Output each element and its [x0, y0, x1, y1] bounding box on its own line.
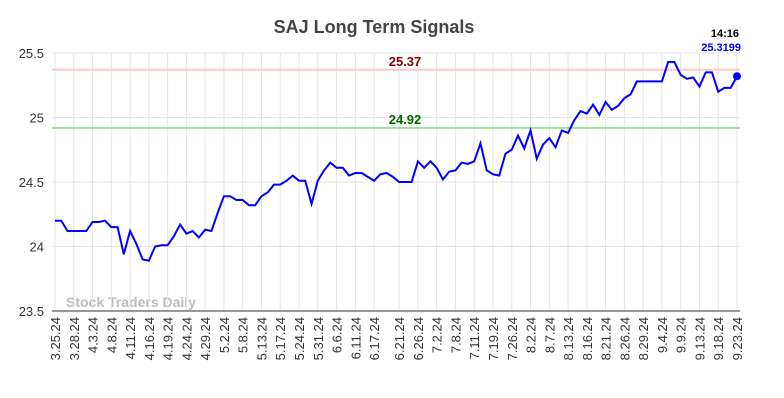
x-tick-label: 4.8.24	[104, 317, 119, 353]
x-tick-label: 4.19.24	[161, 317, 176, 360]
x-tick-label: 6.6.24	[330, 317, 345, 353]
last-time-label: 14:16	[711, 28, 739, 40]
x-tick-label: 4.29.24	[198, 317, 213, 360]
x-tick-label: 7.11.24	[467, 317, 482, 359]
price-line	[55, 61, 738, 262]
x-tick-label: 5.31.24	[311, 317, 326, 360]
x-tick-label: 5.13.24	[254, 317, 269, 360]
watermark: Stock Traders Daily	[66, 294, 196, 310]
x-tick-label: 4.24.24	[179, 317, 194, 360]
last-point	[733, 72, 741, 81]
x-tick-label: 6.17.24	[367, 317, 382, 360]
x-tick-label: 8.26.24	[617, 317, 632, 360]
x-tick-label: 5.17.24	[273, 317, 288, 360]
x-tick-label: 3.25.24	[48, 317, 63, 360]
x-tick-label: 6.11.24	[348, 317, 363, 359]
x-tick-label: 9.18.24	[711, 317, 726, 360]
x-tick-label: 8.13.24	[561, 317, 576, 360]
x-tick-label: 7.26.24	[505, 317, 520, 360]
x-tick-label: 7.19.24	[486, 317, 501, 360]
x-tick-label: 5.24.24	[292, 317, 307, 360]
x-tick-label: 8.2.24	[524, 317, 539, 353]
x-tick-label: 7.2.24	[430, 317, 445, 353]
x-tick-label: 4.3.24	[86, 317, 101, 353]
x-tick-label: 4.16.24	[142, 317, 157, 360]
signal-label: 25.37	[389, 54, 422, 69]
x-tick-label: 9.13.24	[692, 317, 707, 360]
y-tick-label: 24	[30, 240, 44, 255]
y-tick-label: 24.5	[19, 175, 44, 190]
x-tick-label: 7.8.24	[448, 317, 463, 353]
x-tick-label: 9.4.24	[655, 317, 670, 353]
x-tick-label: 3.28.24	[67, 317, 82, 360]
x-tick-label: 8.29.24	[636, 317, 651, 360]
y-tick-label: 25	[30, 111, 44, 126]
x-tick-label: 8.21.24	[599, 317, 614, 360]
y-tick-label: 25.5	[19, 46, 44, 61]
last-value-label: 25.3199	[701, 42, 741, 54]
x-tick-label: 5.2.24	[217, 317, 232, 353]
x-tick-label: 9.9.24	[674, 317, 689, 353]
x-tick-label: 9.23.24	[730, 317, 745, 360]
x-tick-label: 5.8.24	[236, 317, 251, 353]
signal-label: 24.92	[389, 112, 422, 127]
x-tick-label: 4.11.24	[123, 317, 138, 359]
y-tick-label: 23.5	[19, 304, 44, 319]
chart-title: SAJ Long Term Signals	[274, 17, 475, 37]
x-tick-label: 8.16.24	[580, 317, 595, 360]
x-tick-label: 6.26.24	[411, 317, 426, 360]
x-tick-label: 6.21.24	[392, 317, 407, 360]
x-tick-label: 8.7.24	[542, 317, 557, 353]
